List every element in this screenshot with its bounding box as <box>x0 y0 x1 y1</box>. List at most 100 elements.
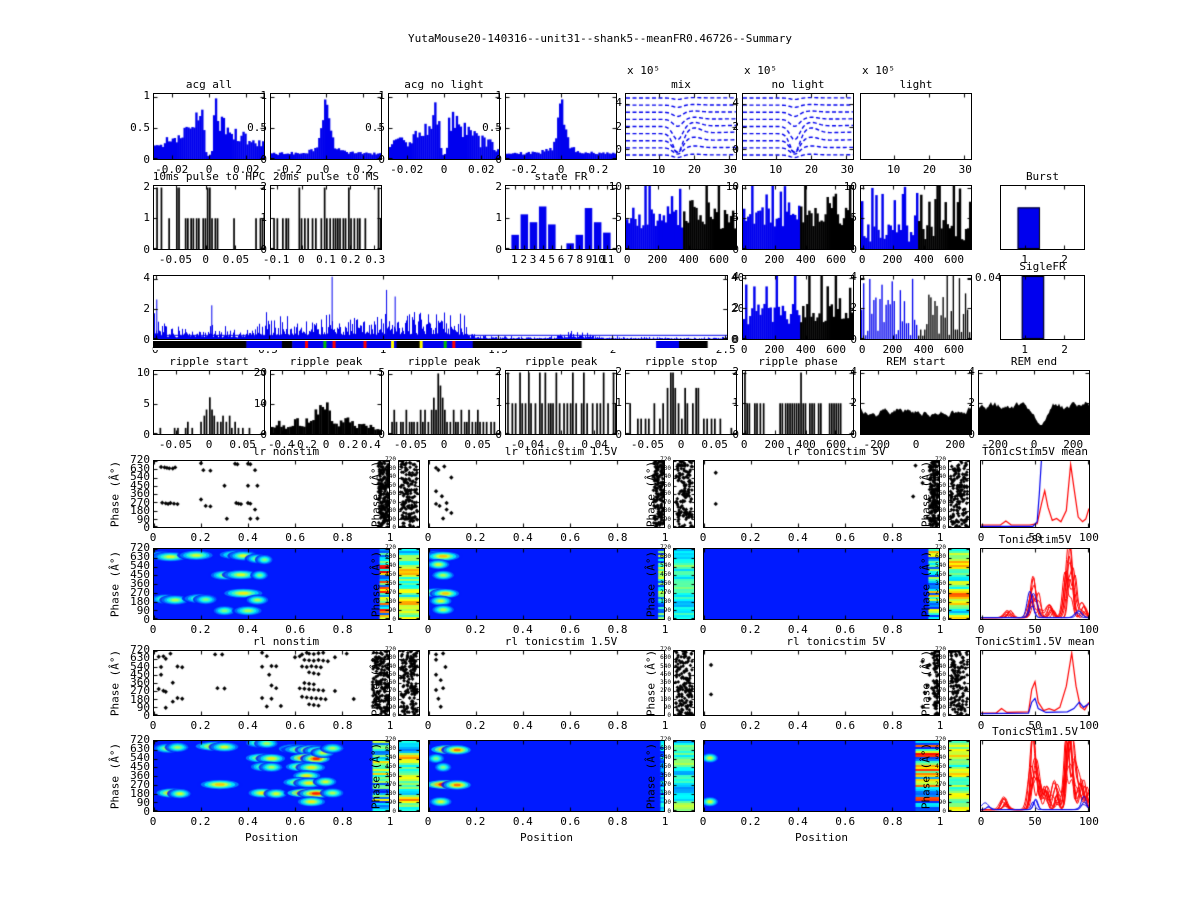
tonicstim5-mean-xtick: 100 <box>1078 531 1099 544</box>
pulse-20ms-ms-xtick: 0 <box>298 253 305 266</box>
lr-tonicstim5-heatcol-microtick: 540 <box>935 562 946 569</box>
tonicstim15-traces-canvas <box>981 741 1089 811</box>
tonicstim15-traces-xtick: 50 <box>1028 815 1042 828</box>
lr-tonicstim5-phasecol-microtick: 180 <box>935 507 946 514</box>
lr-tonicstim15-heatcol-microtick: 180 <box>660 598 671 605</box>
rl-nonstim-scatter-xtick: 0 <box>149 719 157 732</box>
psth-nolight-xtick: 400 <box>795 253 816 266</box>
lr-tonicstim15-phasecol-microtick: 180 <box>660 507 671 514</box>
psth-rem2-xtick: 400 <box>913 343 934 356</box>
lr-tonicstim15-heatmap-xtick: 0.8 <box>607 623 628 636</box>
lr-tonicstim5-heatmap-xtick: 0.8 <box>882 623 903 636</box>
rl-tonicstim5-phasecol <box>948 650 970 716</box>
psth-nolight-xtick: 200 <box>764 253 785 266</box>
waveform-mix-canvas <box>626 94 736 159</box>
lr-nonstim-scatter-xtick: 0.4 <box>237 531 258 544</box>
siglefr-xtick: 1 <box>1021 343 1028 356</box>
lr-tonicstim15-phasecol-microtick: 270 <box>660 498 671 506</box>
rl-tonicstim5-phasecol-microtick: 90 <box>938 703 946 711</box>
rl-nonstim-heatmap <box>153 740 390 812</box>
rl-tonicstim15-scatter <box>428 650 665 716</box>
lr-nonstim-heatcol-microtick: 450 <box>385 571 396 578</box>
rl-nonstim-scatter-ytick: 720 <box>130 643 150 656</box>
lr-nonstim-phasecol-canvas <box>399 461 419 527</box>
tonicstim5-traces <box>980 548 1090 620</box>
rem-start-ytick: 4 <box>850 364 857 378</box>
lr-tonicstim5-scatter-canvas <box>704 461 939 527</box>
rem-end-xtick: 0 <box>1030 438 1038 451</box>
rl-tonicstim15-scatter-xtick: 0.6 <box>560 719 581 732</box>
ripple-stop-canvas <box>626 371 736 434</box>
lr-tonicstim15-phasecol-microtick: 360 <box>660 490 671 497</box>
lr-tonicstim5-heatcol-canvas <box>949 549 969 619</box>
lr-nonstim-phasecol-microtick: 720 <box>385 456 396 463</box>
waveform-nolight-xtick: 30 <box>840 163 854 176</box>
lr-nonstim-heatmap-ytick: 0 <box>143 613 150 626</box>
acg-all-zoom-xtick: -0.2 <box>275 163 302 176</box>
lr-tonicstim15-heatcol-canvas <box>674 549 694 619</box>
rl-tonicstim5-heatcol-canvas <box>949 741 969 811</box>
rl-tonicstim5-scatter-xtick: 0.4 <box>787 719 808 732</box>
pulse-10ms-hpc-title: 10ms pulse to HPC <box>152 170 266 183</box>
ripple-peak-3-ytick: 1 <box>495 396 502 410</box>
rem-end-ytick: 0 <box>968 428 975 441</box>
lr-nonstim-heatmap-ytick: 180 <box>130 595 150 608</box>
lr-nonstim-heatcol-microtick: 90 <box>388 607 396 614</box>
ripple-peak-3-title: ripple peak <box>524 355 598 368</box>
psth-light-canvas <box>861 186 971 249</box>
lr-nonstim-phasecol-microtick: 270 <box>385 498 396 506</box>
pulse-10ms-hpc-xtick: 0 <box>202 253 209 266</box>
rl-tonicstim15-phasecol-microtick: 630 <box>660 654 671 662</box>
lr-nonstim-scatter-xtick: 1 <box>386 531 394 544</box>
lr-nonstim-scatter <box>153 460 390 528</box>
tonicstim5-traces-canvas <box>981 549 1089 619</box>
lr-nonstim-heatcol-microtick: 360 <box>385 580 396 587</box>
lr-tonicstim15-heatcol-microtick: 0 <box>667 616 671 623</box>
psth-mix-ytick: 5 <box>615 211 622 225</box>
lr-tonicstim5-heatmap-xtick: 1 <box>936 623 944 636</box>
pulse-10ms-hpc-xtick: 0.05 <box>222 253 250 266</box>
tonicstim15-mean <box>980 650 1090 716</box>
psth-light-ytick: 0 <box>850 243 857 256</box>
waveform-light-xtick: 10 <box>886 163 901 176</box>
rl-nonstim-scatter-title: rl nonstim <box>252 635 320 648</box>
psth-nolight-ytick: 0 <box>732 243 739 256</box>
rl-nonstim-phasecol-microtick: 270 <box>385 687 396 695</box>
lr-tonicstim5-heatcol-microtick: 630 <box>935 553 946 560</box>
rl-tonicstim15-heatcol-microtick: 360 <box>660 772 671 779</box>
ripple-peak-3-xtick: 0.04 <box>581 438 608 451</box>
state-fr-xtick: 5 <box>548 253 556 266</box>
ripple-peak-3-xtick: 0 <box>557 438 565 451</box>
waveform-light-title: light <box>899 78 933 91</box>
lr-nonstim-heatcol-microtick: 720 <box>385 544 396 551</box>
ripple-stop-title: ripple stop <box>644 355 718 368</box>
lr-tonicstim5-scatter-title: lr tonicstim 5V <box>786 445 886 458</box>
rem-end-title: REM end <box>1010 355 1058 368</box>
burst-canvas <box>1001 186 1084 249</box>
lr-nonstim-scatter-ytick: 360 <box>130 487 150 500</box>
psth-light-xtick: 200 <box>882 253 903 266</box>
lr-nonstim-heatcol-canvas <box>399 549 419 619</box>
pulse-10ms-hpc-ytick: 1 <box>143 211 150 225</box>
rl-tonicstim15-scatter-xtick: 0.2 <box>465 719 486 732</box>
acg-all-hist-xtick: 0 <box>205 163 213 176</box>
ripple-phase-ytick: 1 <box>732 396 739 410</box>
rl-tonicstim5-heatmap-xtick: 0.6 <box>835 815 856 828</box>
lr-nonstim-heatmap-xtick: 0.4 <box>237 623 258 636</box>
rl-tonicstim5-scatter-xtick: 0.2 <box>740 719 761 732</box>
acg-nolight-hist-title: acg no light <box>404 78 484 91</box>
lr-nonstim-heatcol-microtick: 270 <box>385 589 396 596</box>
rl-nonstim-scatter-ytick: 450 <box>130 667 150 681</box>
lr-tonicstim15-heatmap-xtick: 0.4 <box>512 623 533 636</box>
acg-nolight-zoom-ytick: 0.5 <box>482 120 502 134</box>
lr-nonstim-scatter-ytick: 90 <box>136 512 150 526</box>
lr-tonicstim5-heatcol-microtick: 180 <box>935 598 946 605</box>
rl-tonicstim15-heatmap <box>428 740 665 812</box>
ripple-peak-wide-xtick: 0 <box>322 438 330 451</box>
psth-rem1 <box>742 275 854 340</box>
lr-nonstim-heatmap-ytick: 270 <box>130 586 150 599</box>
waveform-mix-ytick: 4 <box>615 96 622 110</box>
ripple-peak-2-ytick: 0 <box>378 428 385 441</box>
psth-rem1-ytick: 2 <box>732 301 739 315</box>
rem-start-xtick: 200 <box>945 438 966 451</box>
